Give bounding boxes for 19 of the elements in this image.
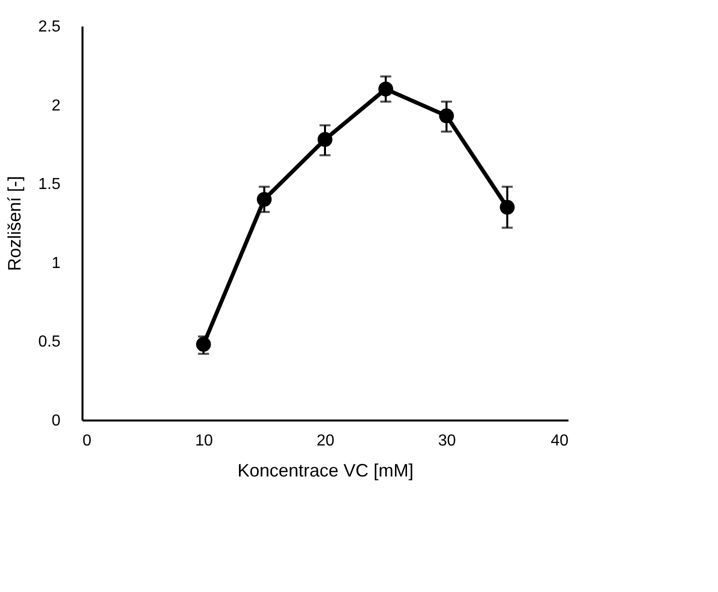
y-tick-label: 1.5 — [38, 176, 61, 194]
x-axis-title: Koncentrace VC [mM] — [237, 460, 414, 480]
x-tick-label: 10 — [195, 432, 213, 450]
y-tick-label: 1 — [52, 254, 61, 272]
point — [439, 108, 454, 124]
x-tick-label: 40 — [550, 432, 569, 450]
y-tick-label: 0.5 — [38, 334, 61, 351]
x-tick-label: 0 — [82, 432, 92, 450]
point — [378, 82, 394, 96]
y-axis-title: Rozlišení [-] — [4, 176, 24, 272]
y-tick-label: 2.5 — [38, 18, 61, 36]
point — [256, 192, 272, 207]
y-tick-label: 2 — [52, 97, 61, 114]
x-tick-label: 30 — [438, 432, 456, 450]
x-tick-label: 20 — [316, 432, 334, 450]
point — [500, 200, 515, 215]
point — [318, 132, 332, 147]
point — [196, 336, 211, 352]
y-tick-label: 0 — [52, 412, 61, 430]
